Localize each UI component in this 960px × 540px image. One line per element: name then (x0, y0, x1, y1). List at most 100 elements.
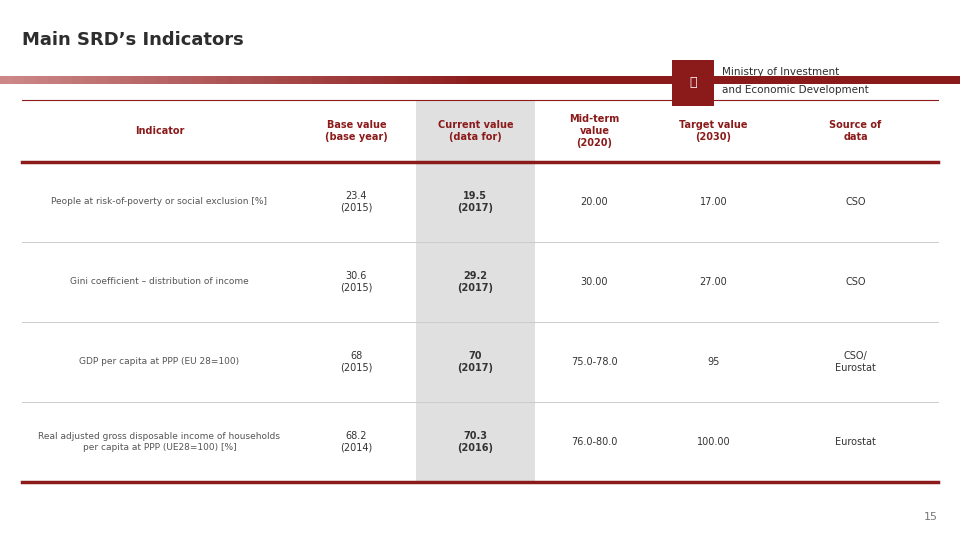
Text: 76.0-80.0: 76.0-80.0 (571, 437, 617, 447)
Text: 70
(2017): 70 (2017) (457, 351, 493, 373)
Bar (900, 76, 913, 84)
Bar (780, 76, 793, 84)
Bar (612, 76, 625, 84)
Text: 100.00: 100.00 (697, 437, 731, 447)
Bar (312, 76, 325, 84)
Bar (180, 76, 193, 84)
Bar (876, 76, 889, 84)
Bar (540, 76, 553, 84)
Bar (216, 76, 229, 84)
Bar (864, 76, 877, 84)
Bar (276, 76, 289, 84)
Bar (588, 76, 601, 84)
Bar (888, 76, 901, 84)
Bar (528, 76, 541, 84)
Bar (372, 76, 385, 84)
Bar (600, 76, 613, 84)
Bar (48, 76, 61, 84)
Bar (696, 76, 709, 84)
Text: Base value
(base year): Base value (base year) (325, 120, 388, 142)
Text: 95: 95 (708, 357, 720, 367)
Bar (84, 76, 97, 84)
Text: 70.3
(2016): 70.3 (2016) (457, 431, 493, 453)
Text: 29.2
(2017): 29.2 (2017) (457, 271, 493, 293)
Bar (324, 76, 337, 84)
Bar (300, 76, 313, 84)
Text: Real adjusted gross disposable income of households
per capita at PPP (UE28=100): Real adjusted gross disposable income of… (38, 433, 280, 451)
Text: CSO: CSO (846, 277, 866, 287)
Bar (144, 76, 157, 84)
Bar (60, 76, 73, 84)
Text: People at risk-of-poverty or social exclusion [%]: People at risk-of-poverty or social excl… (52, 198, 268, 206)
Bar (156, 76, 169, 84)
Text: Ministry of Investment: Ministry of Investment (722, 67, 839, 77)
Text: Target value
(2030): Target value (2030) (680, 120, 748, 142)
Bar (492, 76, 505, 84)
Bar (936, 76, 949, 84)
Bar (684, 76, 697, 84)
Bar (24, 76, 37, 84)
Bar (648, 76, 661, 84)
Text: Eurostat: Eurostat (835, 437, 876, 447)
Bar (120, 76, 133, 84)
Bar (432, 76, 445, 84)
Text: Main SRD’s Indicators: Main SRD’s Indicators (22, 31, 244, 49)
Bar (396, 76, 409, 84)
Bar (36, 76, 49, 84)
Bar (0, 76, 13, 84)
Bar (624, 76, 637, 84)
Bar (168, 76, 181, 84)
Bar (816, 76, 829, 84)
Text: Mid-term
value
(2020): Mid-term value (2020) (569, 114, 619, 147)
Bar (240, 76, 253, 84)
Bar (744, 76, 757, 84)
Bar (708, 76, 721, 84)
Text: CSO: CSO (846, 197, 866, 207)
Bar (348, 76, 361, 84)
Text: 15: 15 (924, 512, 938, 522)
Text: 23.4
(2015): 23.4 (2015) (340, 191, 372, 213)
Bar (552, 76, 565, 84)
Bar (576, 76, 589, 84)
Text: CSO/
Eurostat: CSO/ Eurostat (835, 351, 876, 373)
Bar (384, 76, 397, 84)
Text: 75.0-78.0: 75.0-78.0 (571, 357, 618, 367)
Bar (288, 76, 301, 84)
Text: Source of
data: Source of data (829, 120, 881, 142)
Bar (516, 76, 529, 84)
Bar (108, 76, 121, 84)
Bar (408, 76, 421, 84)
Bar (420, 76, 433, 84)
Text: 68
(2015): 68 (2015) (340, 351, 372, 373)
Text: GDP per capita at PPP (EU 28=100): GDP per capita at PPP (EU 28=100) (80, 357, 239, 367)
Bar (732, 76, 745, 84)
Bar (480, 76, 493, 84)
Text: Indicator: Indicator (134, 126, 184, 136)
Bar (204, 76, 217, 84)
Bar (468, 76, 481, 84)
Text: 30.00: 30.00 (581, 277, 609, 287)
Bar (828, 76, 841, 84)
Bar (660, 76, 673, 84)
Text: Current value
(data for): Current value (data for) (438, 120, 514, 142)
Bar (564, 76, 577, 84)
Bar (852, 76, 865, 84)
Bar (756, 76, 769, 84)
Bar (252, 76, 265, 84)
Bar (416, 100, 535, 482)
Bar (132, 76, 145, 84)
Text: Gini coefficient – distribution of income: Gini coefficient – distribution of incom… (70, 278, 249, 287)
Bar (768, 76, 781, 84)
Bar (912, 76, 925, 84)
Text: 20.00: 20.00 (581, 197, 609, 207)
Bar (948, 76, 960, 84)
Bar (228, 76, 241, 84)
Text: 68.2
(2014): 68.2 (2014) (340, 431, 372, 453)
Bar (72, 76, 85, 84)
Bar (924, 76, 937, 84)
Bar (504, 76, 517, 84)
Bar (444, 76, 457, 84)
Text: 27.00: 27.00 (700, 277, 728, 287)
Bar (456, 76, 469, 84)
Bar (96, 76, 109, 84)
